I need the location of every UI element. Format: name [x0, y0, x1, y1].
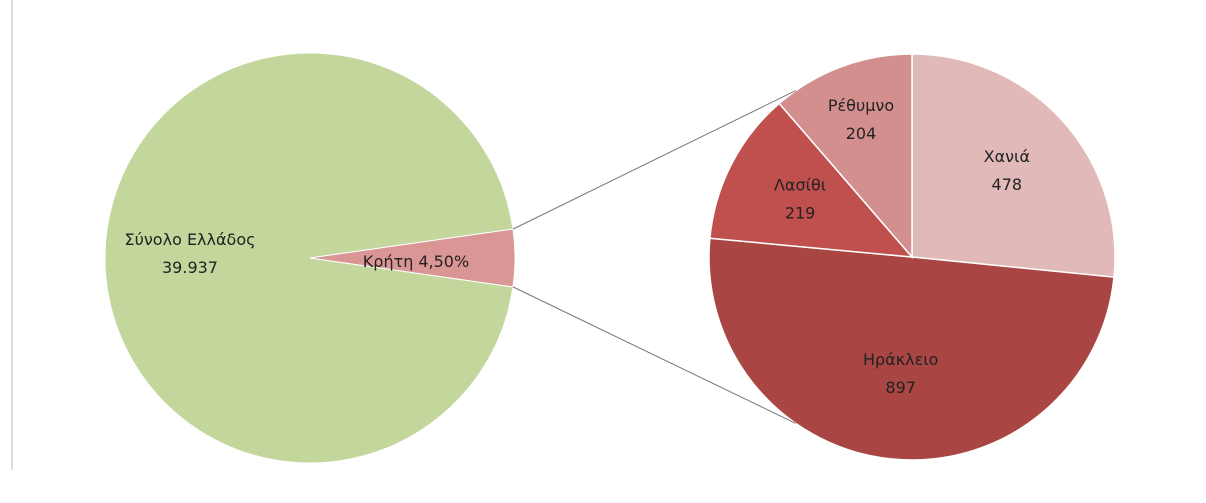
value-label: 39.937: [162, 258, 218, 277]
connector: [512, 90, 796, 230]
slice-label: Λασίθι 219: [774, 175, 826, 222]
slice-label: Χανιά 478: [984, 147, 1030, 194]
category-label: Σύνολο Ελλάδος: [125, 230, 256, 249]
value-label: 204: [846, 124, 877, 143]
pie-slice: [309, 228, 516, 288]
category-label: Ρέθυμνο: [828, 96, 894, 115]
category-label: Κρήτη: [363, 252, 414, 271]
pie-slice: [104, 52, 514, 464]
slice-label: Ρέθυμνο 204: [828, 96, 894, 143]
pie-slice: [778, 53, 913, 260]
pie-slice: [911, 53, 1116, 279]
category-label: Ηράκλειο: [863, 350, 938, 369]
pie-slice: [709, 102, 914, 258]
slice-label: Ηράκλειο 897: [863, 350, 938, 397]
category-label: Χανιά: [984, 147, 1030, 166]
slice-label: Σύνολο Ελλάδος 39.937: [125, 230, 256, 277]
connector: [512, 286, 796, 424]
value-label: 478: [992, 175, 1023, 194]
slice-label: Κρήτη 4,50%: [363, 252, 469, 271]
value-label: 219: [785, 203, 816, 222]
value-label: 4,50%: [418, 252, 469, 271]
pie-slice: [708, 237, 1115, 461]
value-label: 897: [885, 378, 916, 397]
category-label: Λασίθι: [774, 175, 826, 194]
